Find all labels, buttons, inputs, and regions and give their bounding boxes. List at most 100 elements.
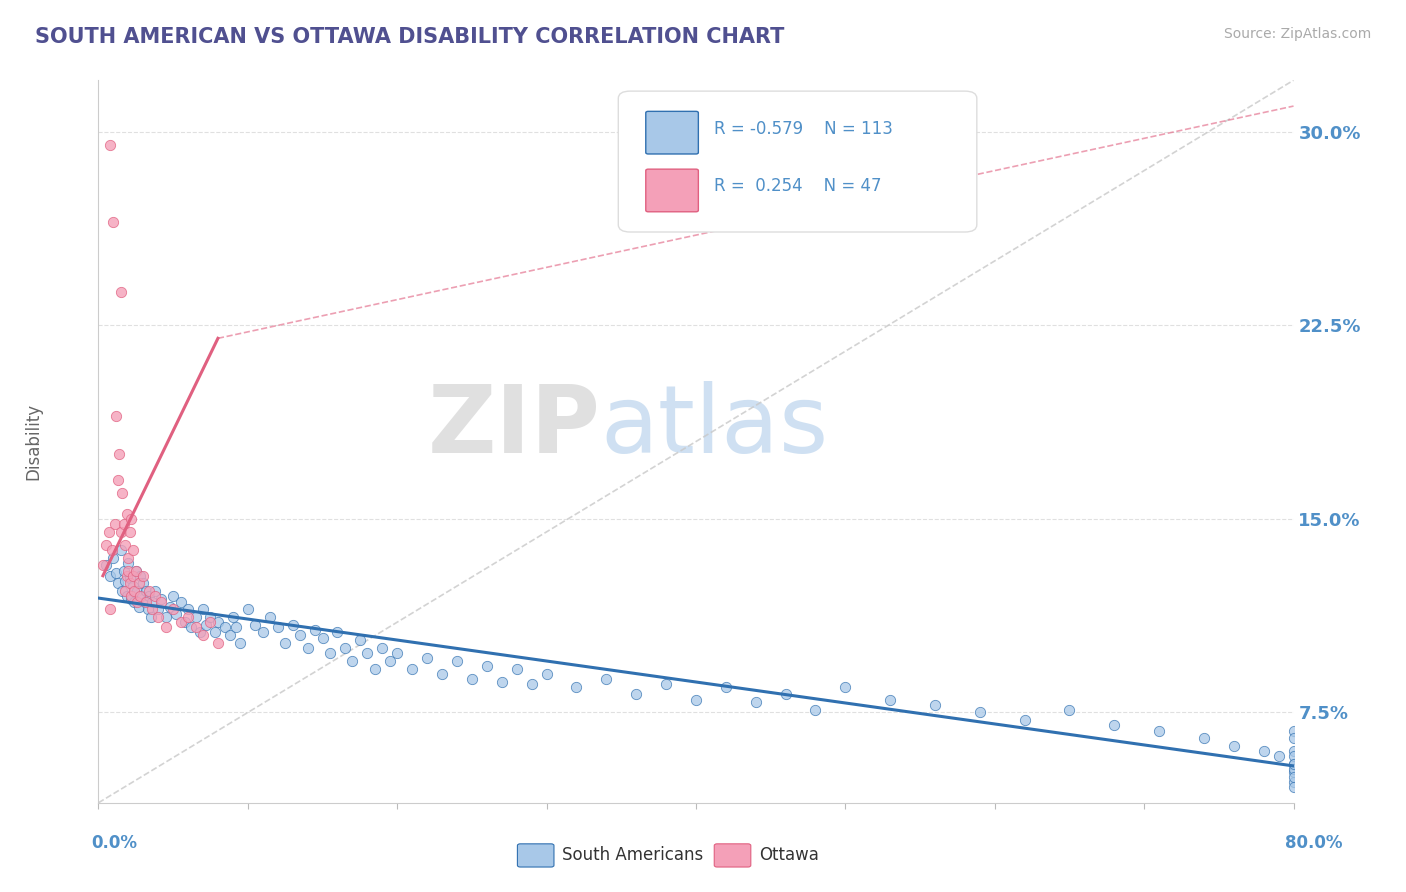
Point xyxy=(128,576,150,591)
Point xyxy=(148,602,170,616)
Point xyxy=(111,584,134,599)
Point xyxy=(129,568,152,582)
Point xyxy=(1014,713,1036,727)
Point xyxy=(120,591,142,606)
Point xyxy=(110,542,132,557)
Point xyxy=(124,594,146,608)
Point xyxy=(1192,731,1215,746)
FancyBboxPatch shape xyxy=(645,169,699,211)
Point xyxy=(97,524,120,539)
Point xyxy=(188,625,211,640)
Point xyxy=(491,674,513,689)
Point xyxy=(229,636,252,650)
Point xyxy=(714,680,737,694)
Point xyxy=(118,576,141,591)
Point xyxy=(118,571,141,585)
Point xyxy=(349,633,371,648)
Point xyxy=(94,558,117,573)
Point xyxy=(138,590,160,604)
Point xyxy=(128,599,150,614)
Point xyxy=(115,568,138,582)
Point xyxy=(342,654,364,668)
Point xyxy=(1267,749,1289,764)
Point xyxy=(281,617,304,632)
Point xyxy=(114,574,136,588)
Point xyxy=(446,654,468,668)
Point xyxy=(112,564,135,578)
Point xyxy=(304,623,326,637)
Point xyxy=(124,584,146,599)
Point xyxy=(924,698,946,712)
Point xyxy=(105,409,128,423)
Point xyxy=(745,695,768,709)
Point xyxy=(259,610,281,624)
Point xyxy=(105,566,128,581)
Point xyxy=(131,590,153,604)
Point xyxy=(364,662,387,676)
Point xyxy=(252,625,274,640)
Point xyxy=(162,590,184,604)
Point xyxy=(111,486,134,500)
Point xyxy=(107,576,129,591)
Point xyxy=(207,636,229,650)
Point xyxy=(1282,757,1305,772)
Point xyxy=(117,564,139,578)
Text: SOUTH AMERICAN VS OTTAWA DISABILITY CORRELATION CHART: SOUTH AMERICAN VS OTTAWA DISABILITY CORR… xyxy=(35,27,785,46)
Point xyxy=(120,590,142,604)
Point xyxy=(121,542,143,557)
Point xyxy=(274,636,297,650)
Point xyxy=(136,602,159,616)
Point xyxy=(112,517,135,532)
Point xyxy=(1282,731,1305,746)
Point xyxy=(134,594,156,608)
Point xyxy=(267,620,290,634)
Point xyxy=(117,550,139,565)
Point xyxy=(174,615,197,630)
Point xyxy=(177,602,200,616)
Point xyxy=(114,538,136,552)
Point xyxy=(125,564,148,578)
Point xyxy=(1282,764,1305,779)
Point xyxy=(150,591,173,606)
Point xyxy=(169,615,191,630)
Point xyxy=(214,620,236,634)
Point xyxy=(371,640,394,655)
Point xyxy=(565,680,588,694)
Point xyxy=(416,651,439,665)
Point xyxy=(1104,718,1126,732)
Point xyxy=(143,584,166,599)
Point xyxy=(219,628,242,642)
Point xyxy=(207,615,229,630)
Point xyxy=(1282,723,1305,738)
Text: atlas: atlas xyxy=(600,381,828,473)
Point xyxy=(1282,762,1305,776)
Point xyxy=(1282,744,1305,758)
Text: R =  0.254    N = 47: R = 0.254 N = 47 xyxy=(714,178,882,195)
Point xyxy=(200,610,222,624)
Point xyxy=(135,584,157,599)
Point xyxy=(333,640,356,655)
Point xyxy=(125,564,148,578)
Point xyxy=(115,590,138,604)
Point xyxy=(115,507,138,521)
Point xyxy=(180,620,202,634)
Point xyxy=(1282,757,1305,772)
Point xyxy=(132,568,155,582)
Point xyxy=(101,542,124,557)
Point xyxy=(191,628,214,642)
Text: ZIP: ZIP xyxy=(427,381,600,473)
Point xyxy=(520,677,543,691)
Point xyxy=(114,584,136,599)
Text: R = -0.579    N = 113: R = -0.579 N = 113 xyxy=(714,120,893,137)
Point xyxy=(155,610,177,624)
Point xyxy=(121,579,143,593)
Point xyxy=(191,602,214,616)
Point xyxy=(159,599,181,614)
Point xyxy=(969,706,991,720)
Point xyxy=(536,666,558,681)
Point xyxy=(129,590,152,604)
Text: Ottawa: Ottawa xyxy=(759,847,820,864)
Point xyxy=(288,628,311,642)
Point xyxy=(655,677,678,691)
Text: South Americans: South Americans xyxy=(562,847,703,864)
